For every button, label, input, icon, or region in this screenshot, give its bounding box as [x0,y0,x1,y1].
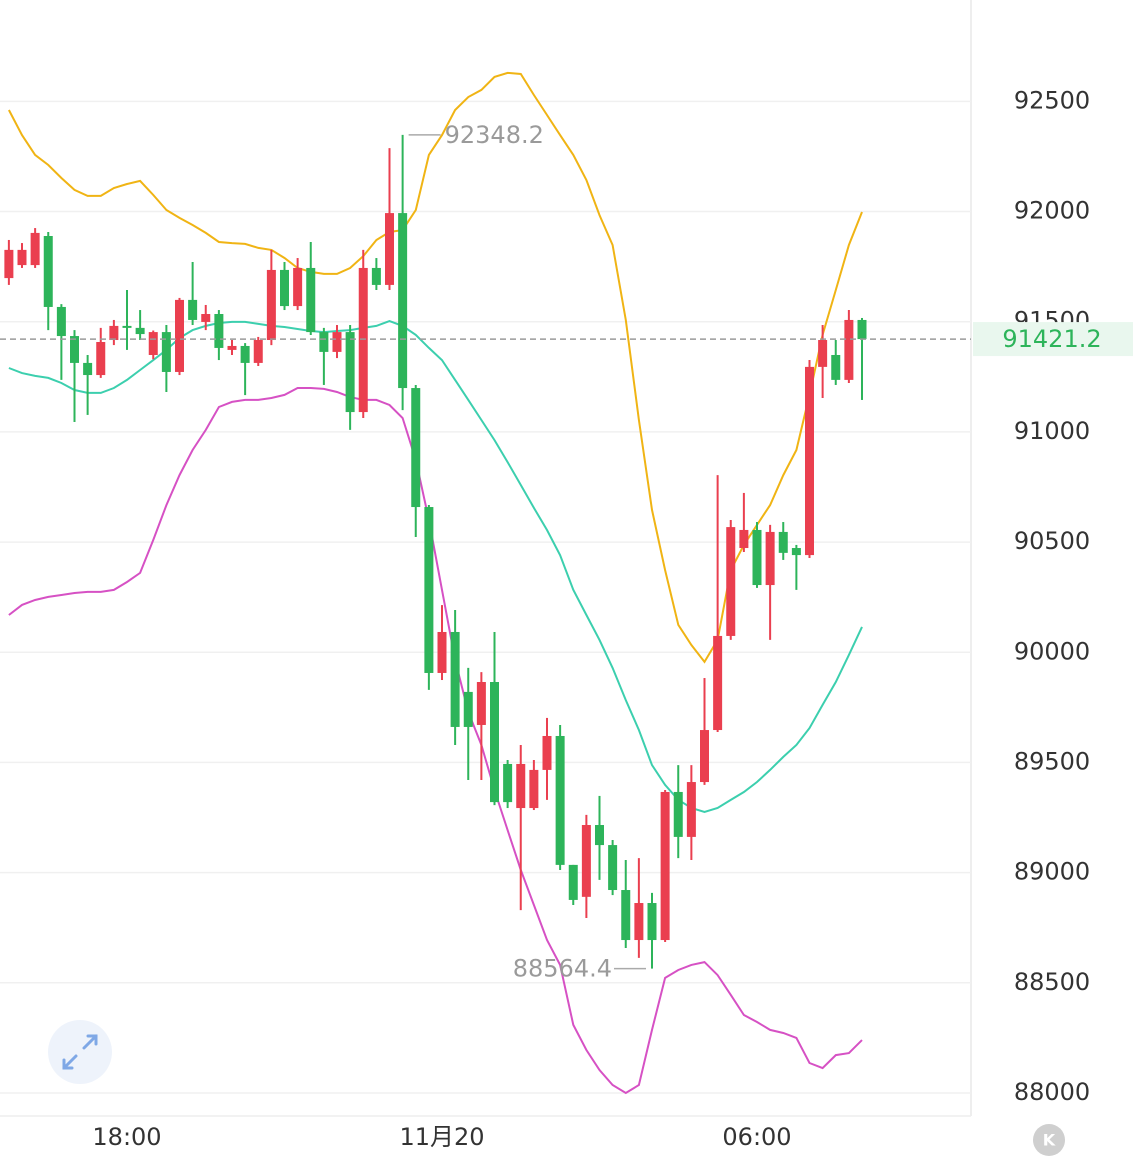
candle-body [778,531,788,553]
min-label: 88564.4 [513,955,612,983]
candle-body [476,682,486,725]
candle-body [122,325,132,328]
y-tick-label: 89500 [1014,747,1090,775]
candle-body [529,769,539,809]
logo: K [1033,1124,1065,1156]
candle-body [17,249,27,266]
candle-body [266,269,276,341]
candle-body [542,735,552,770]
candle-body [43,236,53,307]
expand-button[interactable] [48,1020,112,1084]
max-label: 92348.2 [445,121,544,149]
candle-body [463,691,473,727]
band-line [8,71,863,664]
last-price-box [973,322,1133,357]
candle-body [135,327,145,335]
candle-body [713,635,723,731]
y-tick-label: 88500 [1014,968,1090,996]
candle-body [739,529,749,549]
candle-body [306,267,316,333]
band-line [8,320,863,814]
candle-body [831,354,841,380]
y-tick-label: 89000 [1014,858,1090,886]
candle-body [555,735,565,865]
candle-body [660,791,670,941]
candle-body [345,332,355,413]
candle-body [490,682,499,803]
candle-body [608,845,618,891]
candle-body [503,763,513,803]
candle-body [568,864,578,900]
logo-circle [1033,1124,1065,1156]
x-tick-label: 11月20 [399,1123,484,1151]
y-tick-label: 90500 [1014,527,1090,555]
y-tick-label: 92000 [1014,197,1090,225]
last-price-label: 91421.2 [1002,325,1101,353]
candle-body [56,306,66,337]
candle-body [700,730,709,783]
candle-body [319,332,329,352]
y-tick-label: 90000 [1014,637,1090,665]
candle-body [424,507,434,673]
candle-body [358,267,368,413]
candle-body [188,299,198,320]
y-tick-label: 88000 [1014,1078,1090,1106]
y-tick-label: 91000 [1014,417,1090,445]
candle-body [398,213,408,389]
candle-body [30,232,40,266]
candle-body [752,529,762,586]
candle-body [109,325,119,341]
band-line [8,387,863,1095]
candle-body [857,319,867,340]
candle-body [844,319,854,380]
candle-body [4,249,14,279]
expand-bg[interactable] [48,1020,112,1084]
candle-body [385,213,394,285]
candle-body [148,332,158,355]
candle-body [280,269,289,307]
candle-body [83,362,93,376]
candle-body [96,341,106,376]
candle-body [70,336,79,363]
candle-body [332,332,342,352]
candle-body [411,388,421,508]
candle-body [805,366,814,556]
candle-body [227,345,237,350]
candle-body [581,825,591,897]
candle-body [647,903,657,941]
y-tick-label: 92500 [1014,86,1090,114]
x-tick-label: 18:00 [92,1123,161,1151]
candle-body [686,782,696,837]
logo-text: K [1043,1131,1056,1150]
candle-body [293,267,303,307]
candle-body [201,314,211,322]
candle-body [673,791,683,837]
candle-body [253,340,263,363]
plot-area: 8800088500890008950090000905009100091500… [0,71,1133,1151]
candle-body [818,340,828,367]
x-tick-label: 06:00 [722,1123,791,1151]
candle-body [516,763,526,809]
candle-body [791,548,801,556]
candle-body [214,314,224,348]
candle-body [175,299,184,372]
candle-body [450,631,460,727]
candle-body [765,531,775,586]
candle-body [240,345,250,363]
candle-body [634,903,644,941]
candle-body [161,332,171,372]
candle-body [595,825,604,846]
candle-body [437,631,447,673]
expand-icon[interactable] [62,1034,98,1070]
candle-body [726,527,736,636]
candle-body [371,267,381,285]
candle-body [621,890,631,941]
